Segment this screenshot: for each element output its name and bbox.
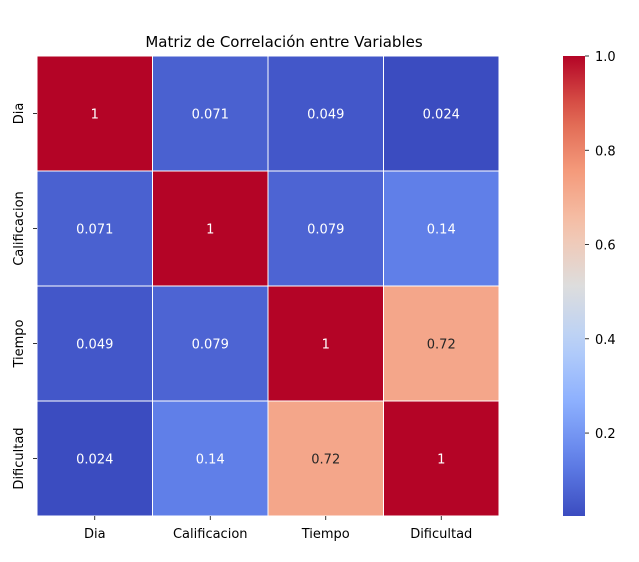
x-tick-label: Dia [84,527,106,542]
heatmap-cell [383,170,500,287]
heatmap-cell [36,170,153,287]
colorbar-tick-label: 1.0 [595,50,616,65]
cell-value-label: 1 [322,338,330,353]
heatmap-cell [383,400,500,517]
colorbar-tick-label: 0.8 [595,144,616,159]
cell-value-label: 0.72 [427,338,456,353]
x-tick-label: Dificultad [410,527,472,542]
y-tick-label: Dificultad [12,427,27,489]
cell-value-label: 1 [206,223,214,238]
colorbar-gradient [563,56,585,516]
heatmap-cell [152,400,269,517]
heatmap-cell [152,285,269,402]
heatmap-cell [36,55,153,172]
y-axis: Dia Calificacion Tiempo Dificultad [12,103,37,490]
y-tick-label: Calificacion [12,191,27,266]
heatmap-cell [267,55,384,172]
x-axis: Dia Calificacion Tiempo Dificultad [84,516,472,542]
heatmap-cell [383,55,500,172]
y-tick-label: Dia [12,103,27,125]
colorbar-tick-label: 0.6 [595,239,616,254]
chart-title: Matriz de Correlación entre Variables [145,33,423,51]
cell-value-label: 0.024 [76,453,113,468]
cell-value-label: 0.079 [192,338,229,353]
heatmap-cell [383,285,500,402]
heatmap-cell [267,400,384,517]
cell-value-label: 0.72 [311,453,340,468]
heatmap-cell [152,170,269,287]
cell-value-label: 0.079 [307,223,344,238]
colorbar-tick-label: 0.4 [595,333,616,348]
heatmap-annotations: 1 0.071 0.049 0.024 0.071 1 0.079 0.14 0.049 0.07… [76,108,460,468]
cell-value-label: 0.049 [307,108,344,123]
cell-value-label: 0.049 [76,338,113,353]
heatmap-cells [36,55,500,517]
colorbar: 0.2 0.4 0.6 0.8 1.0 [563,50,616,516]
y-tick-label: Tiempo [12,319,27,368]
heatmap-cell [36,400,153,517]
x-tick-label: Calificacion [173,527,248,542]
cell-value-label: 0.071 [76,223,113,238]
cell-value-label: 0.14 [196,453,225,468]
cell-value-label: 1 [91,108,99,123]
heatmap-cell [152,55,269,172]
colorbar-tick-label: 0.2 [595,427,616,442]
cell-value-label: 0.024 [423,108,460,123]
cell-value-label: 0.14 [427,223,456,238]
cell-value-label: 0.071 [192,108,229,123]
x-tick-label: Tiempo [301,527,350,542]
cell-value-label: 1 [437,453,445,468]
